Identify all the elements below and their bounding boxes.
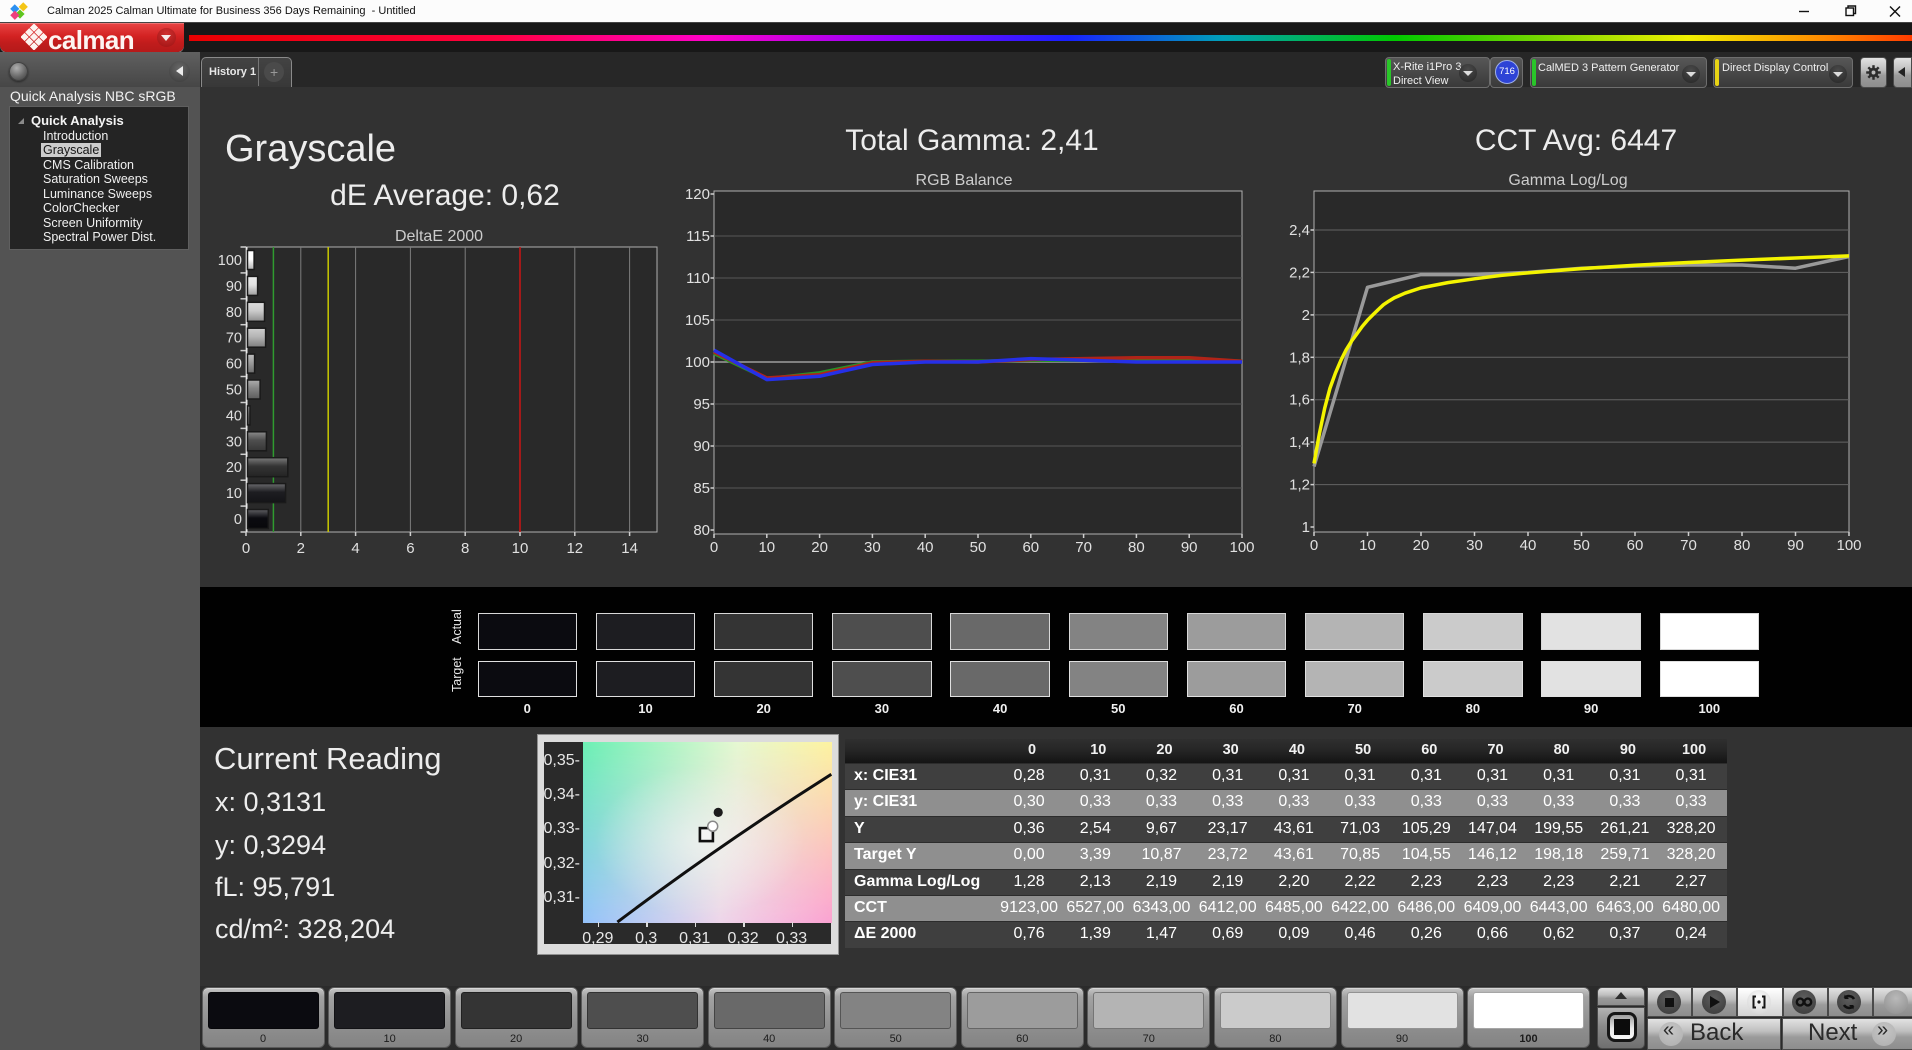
svg-text:0: 0	[710, 539, 718, 556]
svg-text:50: 50	[1573, 537, 1590, 554]
svg-text:10: 10	[1359, 537, 1376, 554]
svg-text:70: 70	[226, 331, 242, 347]
svg-text:0: 0	[242, 540, 250, 557]
svg-text:10: 10	[512, 540, 529, 557]
svg-text:1,2: 1,2	[1289, 477, 1310, 494]
svg-text:6: 6	[406, 540, 414, 557]
svg-text:80: 80	[1128, 539, 1145, 556]
svg-text:120: 120	[685, 186, 710, 203]
svg-text:90: 90	[226, 279, 242, 295]
svg-text:30: 30	[226, 434, 242, 450]
svg-text:100: 100	[1229, 539, 1254, 556]
svg-text:20: 20	[1413, 537, 1430, 554]
svg-text:30: 30	[1466, 537, 1483, 554]
svg-text:2: 2	[297, 540, 305, 557]
svg-text:80: 80	[1734, 537, 1751, 554]
svg-text:12: 12	[566, 540, 583, 557]
svg-text:20: 20	[811, 539, 828, 556]
svg-text:30: 30	[864, 539, 881, 556]
svg-text:2: 2	[1302, 307, 1310, 324]
svg-text:40: 40	[1520, 537, 1537, 554]
svg-text:50: 50	[226, 383, 242, 399]
svg-text:0: 0	[234, 512, 242, 528]
svg-text:1,6: 1,6	[1289, 392, 1310, 409]
svg-text:1: 1	[1302, 519, 1310, 536]
svg-text:85: 85	[693, 480, 710, 497]
svg-text:60: 60	[1627, 537, 1644, 554]
svg-text:60: 60	[226, 357, 242, 373]
svg-text:14: 14	[621, 540, 638, 557]
svg-text:1,8: 1,8	[1289, 349, 1310, 366]
svg-text:4: 4	[351, 540, 359, 557]
svg-text:90: 90	[1787, 537, 1804, 554]
svg-text:80: 80	[226, 305, 242, 321]
svg-text:70: 70	[1680, 537, 1697, 554]
svg-text:90: 90	[1181, 539, 1198, 556]
svg-text:50: 50	[970, 539, 987, 556]
svg-text:90: 90	[693, 438, 710, 455]
svg-text:100: 100	[1836, 537, 1861, 554]
svg-text:110: 110	[686, 270, 710, 287]
svg-text:10: 10	[226, 486, 242, 502]
svg-text:2,2: 2,2	[1289, 264, 1310, 281]
svg-text:100: 100	[218, 253, 242, 269]
svg-text:95: 95	[693, 396, 710, 413]
svg-text:2,4: 2,4	[1289, 222, 1310, 239]
svg-text:100: 100	[685, 354, 710, 371]
svg-text:115: 115	[686, 228, 710, 245]
svg-text:1,4: 1,4	[1289, 434, 1310, 451]
svg-text:40: 40	[226, 408, 242, 424]
svg-text:20: 20	[226, 460, 242, 476]
svg-text:80: 80	[693, 522, 710, 539]
svg-text:10: 10	[758, 539, 775, 556]
svg-text:40: 40	[917, 539, 934, 556]
svg-text:70: 70	[1075, 539, 1092, 556]
svg-text:0: 0	[1310, 537, 1318, 554]
svg-text:8: 8	[461, 540, 469, 557]
svg-text:60: 60	[1022, 539, 1039, 556]
svg-text:105: 105	[685, 312, 710, 329]
